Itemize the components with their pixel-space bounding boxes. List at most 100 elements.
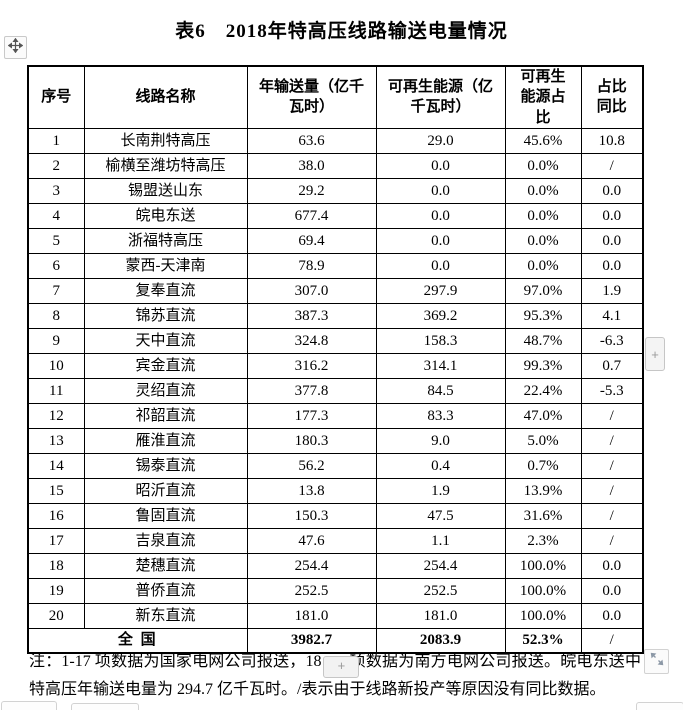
cell-renewable[interactable]: 254.4 [375,552,506,579]
cell-serial[interactable]: 3 [27,177,85,204]
cell-yoy[interactable]: / [580,402,644,429]
total-annual[interactable]: 3982.7 [246,627,377,654]
cell-renewable[interactable]: 0.0 [375,252,506,279]
scrollbar-fragment-middle[interactable] [71,703,139,710]
cell-serial[interactable]: 9 [27,327,85,354]
insert-column-button[interactable]: + [645,337,665,371]
cell-renewable[interactable]: 1.1 [375,527,506,554]
cell-line-name[interactable]: 长南荆特高压 [83,127,248,154]
cell-line-name[interactable]: 吉泉直流 [83,527,248,554]
cell-yoy[interactable]: 0.0 [580,602,644,629]
cell-serial[interactable]: 13 [27,427,85,454]
cell-annual-volume[interactable]: 29.2 [246,177,377,204]
header-annual-volume[interactable]: 年输送量（亿千 瓦时） [246,65,377,129]
cell-serial[interactable]: 11 [27,377,85,404]
cell-annual-volume[interactable]: 56.2 [246,452,377,479]
cell-serial[interactable]: 20 [27,602,85,629]
cell-serial[interactable]: 19 [27,577,85,604]
header-renewable-share[interactable]: 可再生 能源占 比 [504,65,582,129]
cell-renewable[interactable]: 9.0 [375,427,506,454]
cell-annual-volume[interactable]: 316.2 [246,352,377,379]
cell-renewable-share[interactable]: 100.0% [504,577,582,604]
total-label[interactable]: 全 国 [27,627,248,654]
table-footnote[interactable]: 注：1-17 项数据为国家电网公司报送，18 + 项数据为南方电网公司报送。皖电东送… [29,650,641,702]
cell-renewable[interactable]: 84.5 [375,377,506,404]
cell-renewable[interactable]: 83.3 [375,402,506,429]
cell-renewable-share[interactable]: 47.0% [504,402,582,429]
header-renewable[interactable]: 可再生能源（亿 千瓦时） [375,65,506,129]
table-move-handle[interactable] [4,36,27,59]
cell-renewable-share[interactable]: 0.0% [504,252,582,279]
header-line-name[interactable]: 线路名称 [83,65,248,129]
cell-serial[interactable]: 8 [27,302,85,329]
header-serial[interactable]: 序号 [27,65,85,129]
header-yoy[interactable]: 占比 同比 [580,65,644,129]
cell-renewable-share[interactable]: 0.0% [504,152,582,179]
cell-annual-volume[interactable]: 150.3 [246,502,377,529]
cell-renewable-share[interactable]: 22.4% [504,377,582,404]
cell-annual-volume[interactable]: 387.3 [246,302,377,329]
cell-yoy[interactable]: 0.0 [580,552,644,579]
cell-renewable[interactable]: 369.2 [375,302,506,329]
cell-yoy[interactable]: / [580,502,644,529]
cell-line-name[interactable]: 锡泰直流 [83,452,248,479]
cell-yoy[interactable]: 0.0 [580,252,644,279]
cell-renewable[interactable]: 1.9 [375,477,506,504]
total-yoy[interactable]: / [580,627,644,654]
cell-renewable[interactable]: 0.0 [375,177,506,204]
cell-serial[interactable]: 2 [27,152,85,179]
cell-serial[interactable]: 16 [27,502,85,529]
cell-line-name[interactable]: 楚穗直流 [83,552,248,579]
cell-line-name[interactable]: 宾金直流 [83,352,248,379]
scrollbar-fragment-left[interactable] [1,701,57,710]
cell-line-name[interactable]: 锡盟送山东 [83,177,248,204]
cell-renewable[interactable]: 181.0 [375,602,506,629]
cell-renewable-share[interactable]: 0.0% [504,227,582,254]
cell-renewable[interactable]: 0.0 [375,202,506,229]
cell-line-name[interactable]: 浙福特高压 [83,227,248,254]
cell-annual-volume[interactable]: 38.0 [246,152,377,179]
cell-serial[interactable]: 4 [27,202,85,229]
cell-line-name[interactable]: 皖电东送 [83,202,248,229]
cell-yoy[interactable]: 0.7 [580,352,644,379]
cell-renewable[interactable]: 252.5 [375,577,506,604]
cell-line-name[interactable]: 榆横至潍坊特高压 [83,152,248,179]
cell-yoy[interactable]: / [580,452,644,479]
cell-line-name[interactable]: 鲁固直流 [83,502,248,529]
cell-yoy[interactable]: -5.3 [580,377,644,404]
cell-yoy[interactable]: 0.0 [580,202,644,229]
cell-serial[interactable]: 6 [27,252,85,279]
cell-line-name[interactable]: 灵绍直流 [83,377,248,404]
cell-renewable[interactable]: 297.9 [375,277,506,304]
cell-annual-volume[interactable]: 180.3 [246,427,377,454]
cell-line-name[interactable]: 普侨直流 [83,577,248,604]
cell-serial[interactable]: 1 [27,127,85,154]
cell-annual-volume[interactable]: 69.4 [246,227,377,254]
cell-renewable-share[interactable]: 0.0% [504,177,582,204]
cell-annual-volume[interactable]: 677.4 [246,202,377,229]
cell-yoy[interactable]: 0.0 [580,177,644,204]
cell-renewable-share[interactable]: 0.7% [504,452,582,479]
cell-renewable[interactable]: 0.0 [375,227,506,254]
cell-renewable[interactable]: 47.5 [375,502,506,529]
cell-renewable[interactable]: 29.0 [375,127,506,154]
cell-serial[interactable]: 18 [27,552,85,579]
cell-renewable-share[interactable]: 100.0% [504,552,582,579]
cell-yoy[interactable]: 4.1 [580,302,644,329]
cell-yoy[interactable]: / [580,152,644,179]
cell-serial[interactable]: 15 [27,477,85,504]
cell-yoy[interactable]: / [580,427,644,454]
cell-yoy[interactable]: 0.0 [580,227,644,254]
table-resize-handle[interactable] [644,649,669,674]
cell-annual-volume[interactable]: 252.5 [246,577,377,604]
cell-renewable[interactable]: 0.4 [375,452,506,479]
cell-annual-volume[interactable]: 324.8 [246,327,377,354]
cell-annual-volume[interactable]: 377.8 [246,377,377,404]
scrollbar-fragment-right[interactable] [636,702,683,710]
cell-serial[interactable]: 10 [27,352,85,379]
cell-renewable[interactable]: 0.0 [375,152,506,179]
cell-renewable-share[interactable]: 95.3% [504,302,582,329]
cell-renewable-share[interactable]: 100.0% [504,602,582,629]
cell-yoy[interactable]: 10.8 [580,127,644,154]
cell-yoy[interactable]: -6.3 [580,327,644,354]
